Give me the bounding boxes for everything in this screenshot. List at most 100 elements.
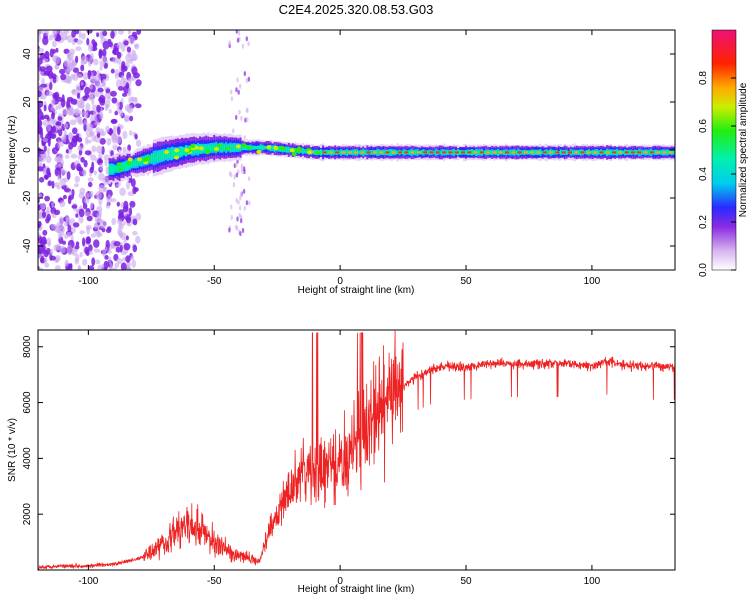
bright-clump — [266, 145, 272, 150]
noise-blob — [98, 95, 106, 104]
snr-xlabel: Height of straight line (km) — [298, 584, 415, 595]
spike-blob — [247, 76, 251, 82]
noise-blob — [112, 267, 117, 270]
noise-blob — [48, 118, 52, 126]
band-slice — [589, 150, 593, 155]
core-segment — [542, 151, 547, 154]
band-slice — [565, 149, 568, 155]
y-tick-label: 0 — [22, 147, 33, 153]
noise-blob — [63, 122, 68, 129]
noise-blob — [43, 249, 49, 258]
noise-blob — [99, 128, 105, 136]
band-slice — [666, 150, 669, 155]
noise-blob — [96, 32, 100, 38]
band-slice — [213, 144, 216, 151]
noise-blob — [96, 205, 103, 213]
noise-blob — [116, 57, 122, 65]
noise-blob — [39, 66, 46, 72]
noise-blob — [131, 49, 136, 57]
noise-blob — [131, 66, 138, 75]
noise-blob — [84, 86, 90, 96]
band-slice — [134, 160, 137, 166]
core-segment — [479, 151, 484, 154]
band-slice — [271, 146, 274, 150]
noise-blob — [89, 166, 94, 174]
band-slice — [648, 150, 651, 154]
noise-blob — [41, 211, 47, 219]
core-segment — [511, 151, 516, 154]
noise-blob — [117, 86, 124, 91]
spectrogram-panel: -100 -50 0 50 100 -40 -20 0 20 40 Height of strai… — [7, 29, 676, 296]
noise-blob — [46, 213, 51, 222]
noise-blob — [128, 207, 133, 217]
noise-blob — [71, 30, 76, 38]
noise-blob — [82, 237, 86, 247]
snr-axes: -100 -50 0 50 100 2000 4000 6000 8000 — [22, 330, 675, 587]
core-segment — [624, 151, 629, 154]
noise-blob — [47, 147, 50, 156]
noise-blob — [108, 108, 112, 114]
band-slice — [243, 145, 246, 150]
noise-blob — [99, 220, 107, 229]
band-slice — [438, 151, 441, 154]
noise-blob — [56, 156, 60, 163]
noise-blob — [110, 68, 115, 74]
noise-blob — [114, 68, 119, 76]
noise-blob — [127, 87, 132, 96]
noise-blob — [75, 241, 80, 247]
y-tick-label: 4000 — [22, 447, 33, 470]
noise-blob — [51, 119, 57, 124]
bright-clump — [126, 161, 132, 166]
band-slice — [150, 154, 153, 163]
noise-blob — [99, 138, 106, 145]
noise-blob — [95, 259, 101, 265]
core-segment — [530, 151, 535, 154]
noise-blob — [129, 115, 134, 122]
band-slice — [583, 151, 587, 154]
bright-clump — [289, 148, 295, 153]
noise-blob — [52, 92, 58, 100]
noise-blob — [69, 263, 73, 269]
noise-blob — [67, 224, 72, 233]
noise-blob — [98, 184, 106, 194]
noise-blob — [128, 35, 136, 45]
noise-blob — [127, 30, 131, 35]
band-slice — [660, 149, 663, 155]
noise-blob — [135, 139, 142, 147]
band-slice — [285, 146, 288, 153]
noise-blob — [135, 79, 142, 87]
spike-blob — [235, 197, 238, 203]
band-slice — [622, 150, 625, 154]
spectrogram-marks — [38, 30, 675, 270]
core-segment — [429, 151, 434, 154]
noise-blob — [55, 47, 59, 53]
noise-blob — [44, 262, 50, 268]
band-slice — [440, 151, 443, 154]
noise-blob — [104, 99, 111, 108]
noise-blob — [45, 31, 49, 37]
band-slice — [231, 144, 234, 151]
y-tick-label: 6000 — [22, 391, 33, 414]
spike-blob — [230, 89, 233, 95]
band-slice — [426, 150, 429, 155]
noise-blob — [69, 119, 77, 126]
band-slice — [452, 151, 456, 154]
noise-blob — [96, 212, 102, 219]
band-slice — [217, 144, 220, 151]
spike-blob — [236, 216, 239, 222]
x-tick-label: 100 — [584, 276, 601, 287]
noise-blob — [38, 30, 42, 37]
noise-blob — [87, 70, 92, 78]
band-slice — [257, 146, 260, 150]
noise-blob — [75, 253, 80, 262]
core-segment — [322, 151, 327, 154]
spike-blob — [247, 176, 251, 182]
spike-blob — [239, 231, 242, 237]
noise-blob — [51, 40, 57, 48]
band-slice — [162, 151, 166, 160]
spike-blob — [237, 89, 240, 95]
noise-blob — [74, 245, 80, 250]
band-slice — [358, 150, 361, 154]
spike-blob — [236, 77, 239, 83]
noise-blob — [48, 34, 54, 41]
